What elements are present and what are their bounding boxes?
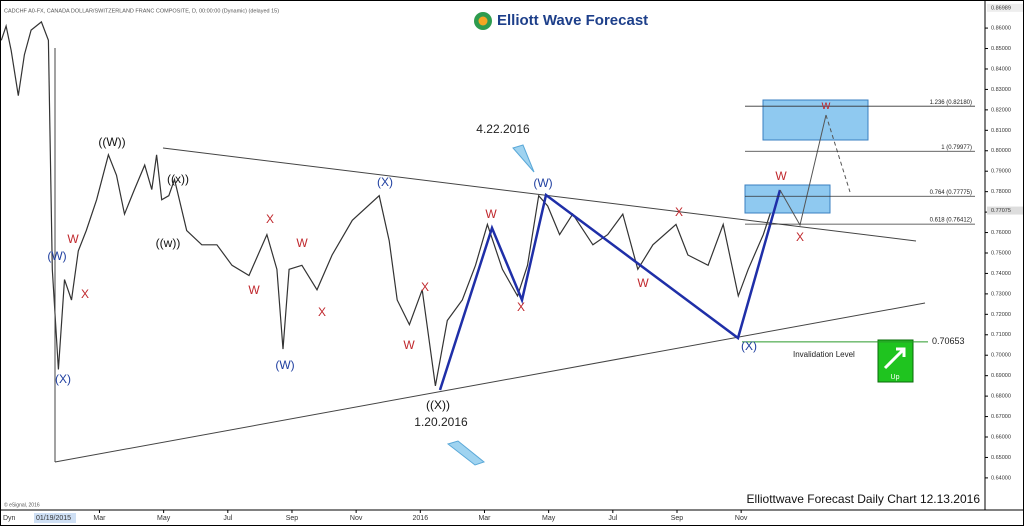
x-tick-label: May [157, 515, 171, 522]
y-tick-label: 0.69000 [991, 373, 1011, 379]
x-tick-label: 2016 [413, 515, 429, 522]
y-tick-label: 0.86000 [991, 26, 1011, 32]
invalidation-label: Invalidation Level [793, 350, 855, 359]
wave-label: X [318, 305, 326, 319]
y-tick-label: 0.71000 [991, 332, 1011, 338]
x-tick-label: Mar [478, 515, 491, 522]
copyright: © eSignal, 2016 [4, 501, 40, 508]
button-label[interactable]: Up [891, 374, 900, 381]
up-icon [883, 347, 906, 370]
y-tick-label: 0.66000 [991, 434, 1011, 440]
wave-label: W [296, 236, 308, 250]
footer: Elliottwave Forecast Daily Chart 12.13.2… [747, 492, 981, 506]
y-tick-label: 0.72000 [991, 312, 1011, 318]
wave-label: (W) [275, 358, 294, 372]
target-box [762, 99, 869, 141]
x-tick-label: Sep [286, 515, 299, 522]
start-date-box [34, 513, 76, 523]
y-tick-label: 0.76000 [991, 230, 1011, 236]
wave-label: (X) [377, 175, 393, 189]
wave-label: W [485, 207, 497, 221]
header: CADCHF A0-FX, CANADA DOLLAR/SWITZERLAND … [4, 8, 279, 14]
y-tick-label: 0.81000 [991, 128, 1011, 134]
x-tick-label: Mar [93, 515, 106, 522]
corner-label: Dyn [3, 515, 16, 522]
y-tick-label: 0.74000 [991, 271, 1011, 277]
wave-label: ((w)) [156, 236, 181, 250]
wave-label: X [796, 230, 804, 244]
x-tick-label: Jul [608, 515, 617, 522]
y-tick-label: 0.65000 [991, 455, 1011, 461]
wave-label: ((x)) [167, 172, 189, 186]
wave-label: (W) [47, 249, 66, 263]
fib-label: 1 (0.79977) [941, 145, 972, 151]
wave-label: ((W)) [98, 135, 125, 149]
y-tick-label: 0.85000 [991, 46, 1011, 52]
pointer [446, 440, 486, 466]
projection [779, 114, 827, 227]
triangle [54, 48, 926, 463]
price-label-box [987, 3, 1023, 12]
y-tick-label: 0.70000 [991, 353, 1011, 359]
date-label: 4.22.2016 [476, 122, 530, 136]
price-label-box [987, 206, 1023, 215]
date-label: 1.20.2016 [414, 415, 468, 429]
target-box [744, 184, 831, 214]
price-label: 0.86989 [991, 5, 1011, 11]
x-tick-label: May [542, 515, 556, 522]
y-tick-label: 0.73000 [991, 291, 1011, 297]
wave-label: X [675, 205, 683, 219]
y-tick-label: 0.67000 [991, 414, 1011, 420]
price-label: 0.77075 [991, 208, 1011, 214]
y-tick-label: 0.83000 [991, 87, 1011, 93]
wave-label: W [67, 232, 79, 246]
wave-label: (W) [533, 176, 552, 190]
wave-label: X [517, 300, 525, 314]
y-tick-label: 0.78000 [991, 189, 1011, 195]
wave-label: W [403, 338, 415, 352]
logo: Elliott Wave Forecast [497, 12, 648, 29]
y-tick-label: 0.68000 [991, 394, 1011, 400]
wave-label: (X) [55, 372, 71, 386]
wave-label: W [775, 169, 787, 183]
wave-label: w [821, 98, 831, 112]
wave-label: ((X)) [426, 398, 450, 412]
wave-label: X [421, 280, 429, 294]
up-button[interactable] [877, 339, 914, 383]
y-tick-label: 0.79000 [991, 169, 1011, 175]
x-tick-label: Nov [735, 515, 748, 522]
y-tick-label: 0.84000 [991, 66, 1011, 72]
y-tick-label: 0.80000 [991, 148, 1011, 154]
x-tick-label: Jul [223, 515, 232, 522]
fib-label: 0.618 (0.76412) [930, 218, 972, 224]
wave-label: W [248, 283, 260, 297]
wave-label: W [637, 276, 649, 290]
y-tick-label: 0.64000 [991, 475, 1011, 481]
fib-label: 0.764 (0.77775) [930, 190, 972, 196]
pointer [512, 144, 535, 173]
y-tick-label: 0.82000 [991, 107, 1011, 113]
start-date: 01/19/2015 [36, 515, 71, 522]
wave-label: (X) [741, 339, 757, 353]
invalidation-value: 0.70653 [932, 336, 965, 346]
logo-icon [478, 16, 488, 26]
fib-label: 1.236 (0.82180) [930, 100, 972, 106]
wave-path [438, 189, 782, 391]
wave-label: X [81, 287, 89, 301]
y-tick-label: 0.75000 [991, 250, 1011, 256]
price-line [0, 20, 777, 387]
x-tick-label: Sep [671, 515, 684, 522]
wave-label: X [266, 212, 274, 226]
x-tick-label: Nov [350, 515, 363, 522]
